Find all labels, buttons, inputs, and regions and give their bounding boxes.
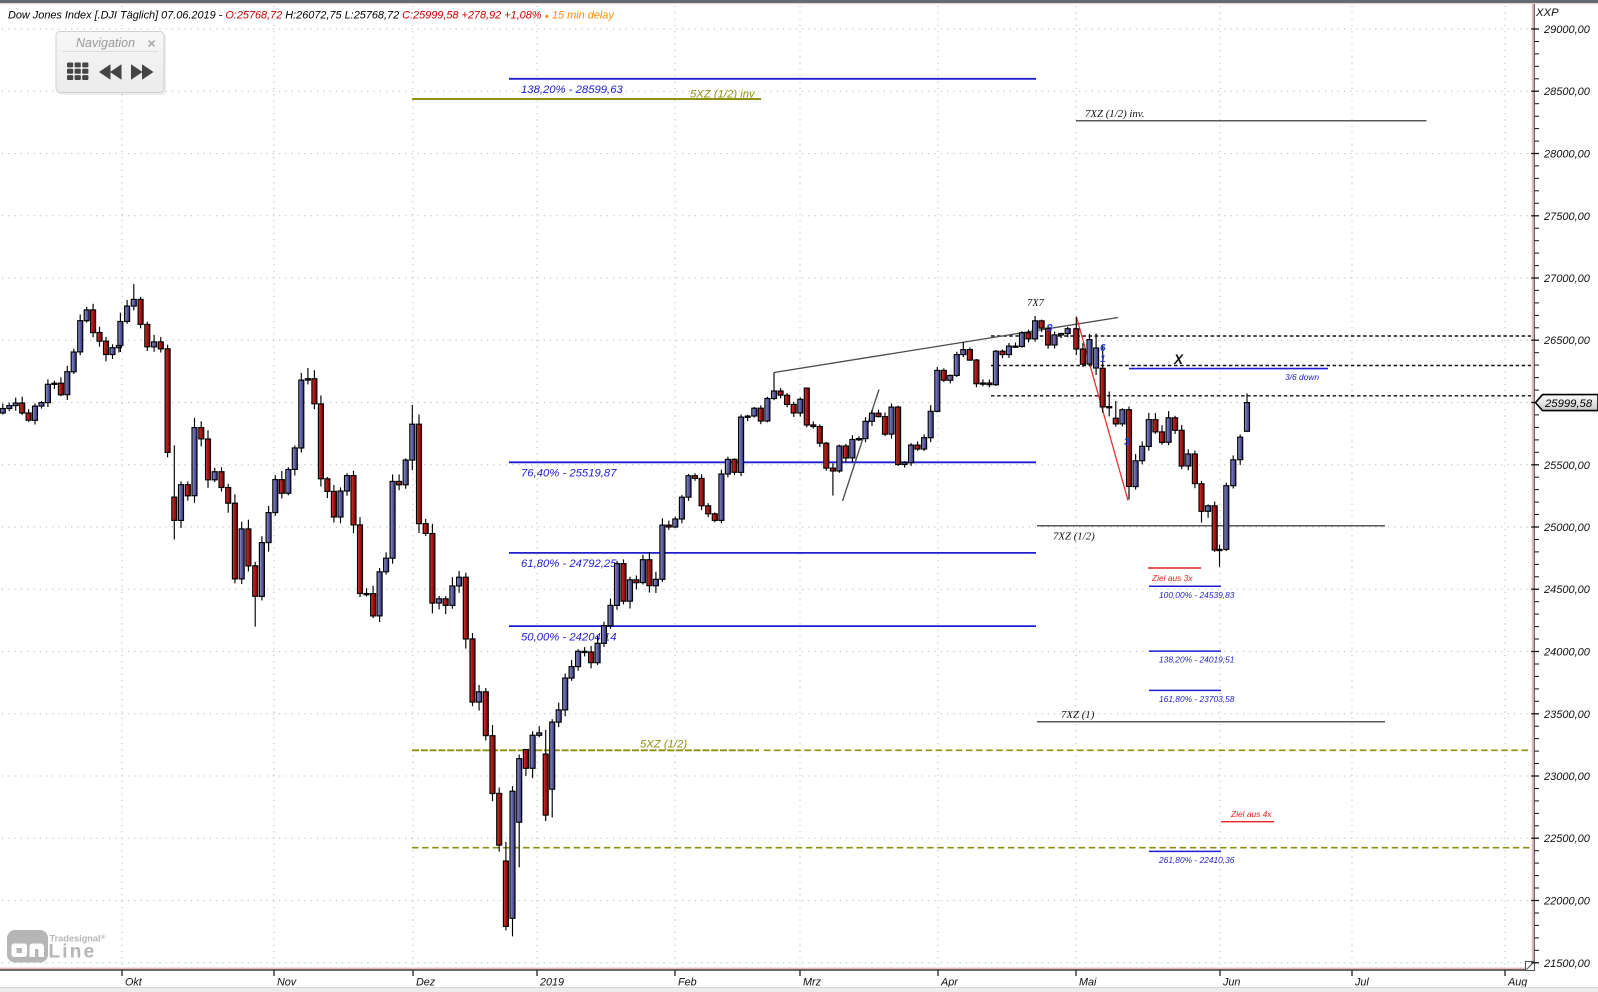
svg-text:Apr: Apr [940,977,958,989]
svg-text:26500,00: 26500,00 [1543,335,1591,347]
svg-text:25500,00: 25500,00 [1543,460,1591,472]
svg-text:Dow Jones Index [.DJI Täglich]: Dow Jones Index [.DJI Täglich] 07.06.201… [8,10,614,22]
svg-text:Jun: Jun [1222,977,1240,989]
svg-text:7X7: 7X7 [1027,298,1045,309]
svg-text:Feb: Feb [678,977,697,989]
svg-text:Mrz: Mrz [803,977,822,989]
svg-text:XXP: XXP [1535,7,1559,19]
svg-text:7XZ (1/2) inv.: 7XZ (1/2) inv. [1085,108,1144,120]
svg-text:Jul: Jul [1354,977,1369,989]
svg-text:2019: 2019 [539,977,564,989]
svg-text:6: 6 [1100,343,1106,354]
svg-text:50,00% - 24204,14: 50,00% - 24204,14 [521,631,616,643]
svg-text:22500,00: 22500,00 [1543,833,1591,845]
svg-text:29000,00: 29000,00 [1543,24,1591,36]
svg-text:Tradesignal®: Tradesignal® [50,933,106,944]
svg-text:24000,00: 24000,00 [1543,647,1591,659]
svg-text:138,20% - 24019,51: 138,20% - 24019,51 [1159,655,1234,665]
svg-text:3: 3 [1124,437,1130,448]
svg-text:28000,00: 28000,00 [1543,149,1591,161]
svg-text:Line: Line [49,942,97,963]
svg-text:7XZ (1): 7XZ (1) [1061,709,1095,721]
svg-text:22000,00: 22000,00 [1543,896,1591,908]
svg-text:28500,00: 28500,00 [1543,86,1591,98]
svg-text:25000,00: 25000,00 [1543,522,1591,534]
svg-text:Ziel aus 3x: Ziel aus 3x [1151,573,1193,583]
svg-text:3/6 down: 3/6 down [1285,372,1319,382]
svg-text:5XZ (1/2) inv: 5XZ (1/2) inv [690,89,756,101]
svg-text:25999,58: 25999,58 [1544,398,1593,410]
svg-text:Ziel aus 4x: Ziel aus 4x [1230,809,1272,819]
svg-text:3: 3 [1047,323,1053,334]
svg-text:1: 1 [1100,354,1106,365]
svg-text:Okt: Okt [125,977,143,989]
svg-text:23000,00: 23000,00 [1543,771,1591,783]
svg-text:Mai: Mai [1079,977,1097,989]
svg-text:Dez: Dez [416,977,436,989]
svg-text:161,80% - 23703,58: 161,80% - 23703,58 [1159,694,1235,704]
svg-text:✕: ✕ [147,39,156,51]
svg-text:Navigation: Navigation [76,36,135,50]
svg-text:X: X [1173,352,1184,367]
svg-text:27000,00: 27000,00 [1543,273,1591,285]
svg-text:21500,00: 21500,00 [1543,958,1591,970]
svg-text:27500,00: 27500,00 [1543,211,1591,223]
svg-text:138,20% - 28599,63: 138,20% - 28599,63 [521,84,623,96]
svg-text:Nov: Nov [277,977,297,989]
svg-text:5XZ (1/2): 5XZ (1/2) [640,739,687,751]
svg-text:24500,00: 24500,00 [1543,584,1591,596]
svg-text:23500,00: 23500,00 [1543,709,1591,721]
svg-text:7XZ (1/2): 7XZ (1/2) [1053,531,1095,543]
svg-text:261,80% - 22410,36: 261,80% - 22410,36 [1158,855,1235,865]
svg-text:Aug: Aug [1507,977,1527,989]
svg-text:100,00% - 24539,83: 100,00% - 24539,83 [1159,590,1235,600]
svg-text:61,80% - 24792,25: 61,80% - 24792,25 [521,558,617,570]
svg-text:76,40% - 25519,87: 76,40% - 25519,87 [521,468,617,480]
